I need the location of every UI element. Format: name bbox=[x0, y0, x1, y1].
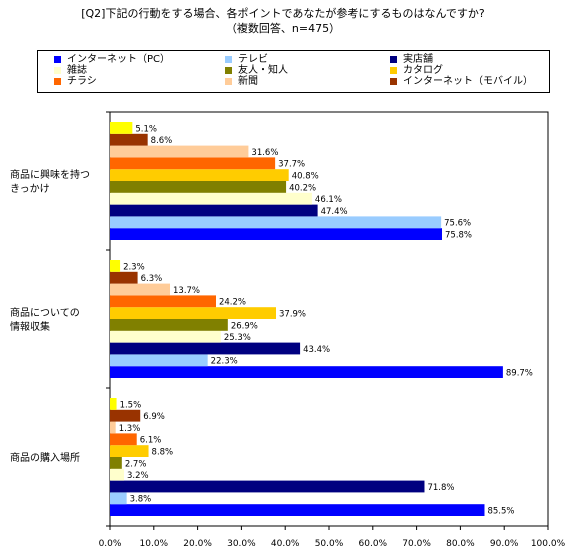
bar-value-label: 22.3% bbox=[211, 357, 238, 367]
bar bbox=[110, 122, 133, 134]
bar bbox=[110, 169, 289, 181]
bar bbox=[110, 433, 137, 446]
legend-swatch bbox=[225, 67, 232, 74]
bar bbox=[110, 295, 216, 308]
legend-swatch bbox=[225, 78, 232, 85]
bar-value-label: 71.8% bbox=[427, 483, 454, 493]
bar-value-label: 40.8% bbox=[292, 172, 319, 182]
bar bbox=[110, 457, 122, 469]
legend-swatch bbox=[54, 67, 61, 74]
legend-swatch bbox=[390, 56, 397, 63]
legend-swatch bbox=[225, 56, 232, 63]
bar-value-label: 40.2% bbox=[289, 183, 316, 193]
x-tick-label: 20.0% bbox=[183, 539, 212, 549]
bar bbox=[110, 421, 116, 434]
bar-value-label: 3.8% bbox=[130, 495, 152, 505]
legend-label: 実店舗 bbox=[403, 54, 433, 65]
bar bbox=[110, 260, 121, 272]
legend-label: テレビ bbox=[238, 54, 268, 65]
bar bbox=[110, 492, 127, 505]
bar-value-label: 8.6% bbox=[151, 136, 173, 146]
bar bbox=[110, 283, 171, 296]
legend-swatch bbox=[54, 56, 61, 63]
x-tick-label: 90.0% bbox=[490, 539, 519, 549]
bar-value-label: 24.2% bbox=[219, 298, 246, 308]
bar bbox=[110, 480, 425, 493]
bar-value-label: 75.6% bbox=[444, 219, 471, 229]
bar-value-label: 47.4% bbox=[321, 207, 348, 217]
x-tick-label: 60.0% bbox=[359, 539, 388, 549]
bar bbox=[110, 204, 318, 217]
x-tick-label: 10.0% bbox=[140, 539, 169, 549]
bar bbox=[110, 271, 138, 284]
legend-swatch bbox=[390, 78, 397, 85]
x-tick-label: 30.0% bbox=[227, 539, 256, 549]
bar-value-label: 89.7% bbox=[506, 369, 533, 379]
bar bbox=[110, 445, 149, 457]
chart-legend: インターネット（PC） テレビ 実店舗雑誌 友人・知人 カタログチラシ 新聞 インターネット… bbox=[37, 50, 550, 93]
bar-value-label: 25.3% bbox=[224, 333, 251, 343]
bar-value-label: 1.5% bbox=[120, 400, 142, 410]
legend-label: インターネット（PC） bbox=[67, 54, 171, 65]
x-tick-label: 100.0% bbox=[531, 539, 566, 549]
bar bbox=[110, 342, 301, 355]
bar bbox=[110, 192, 312, 205]
legend-label: カタログ bbox=[403, 65, 443, 76]
legend-label: 新聞 bbox=[238, 76, 258, 87]
bar bbox=[110, 504, 485, 516]
bar bbox=[110, 216, 442, 229]
category-label: 商品に興味を持つ bbox=[10, 168, 90, 181]
legend-label: チラシ bbox=[67, 76, 97, 87]
chart-title-line2: （複数回答、n=475） bbox=[225, 22, 341, 35]
bar-value-label: 6.9% bbox=[143, 412, 165, 422]
bar-value-label: 37.7% bbox=[278, 160, 305, 170]
bar-value-label: 46.1% bbox=[315, 195, 342, 205]
legend-swatch bbox=[54, 78, 61, 85]
bar-value-label: 8.8% bbox=[152, 448, 174, 458]
category-label: 商品の購入場所 bbox=[10, 451, 80, 464]
bar bbox=[110, 181, 287, 193]
bar bbox=[110, 354, 208, 367]
x-tick-label: 70.0% bbox=[402, 539, 431, 549]
bar-value-label: 26.9% bbox=[231, 321, 258, 331]
category-label: 情報収集 bbox=[10, 320, 50, 333]
x-tick-label: 0.0% bbox=[99, 539, 122, 549]
x-tick-label: 40.0% bbox=[271, 539, 300, 549]
bar-value-label: 43.4% bbox=[303, 345, 330, 355]
bar-value-label: 5.1% bbox=[135, 124, 157, 134]
bar bbox=[110, 228, 443, 240]
chart-title: [Q2]下記の行動をする場合、各ポイントであなたが参考にするものはなんですか? … bbox=[0, 6, 566, 36]
x-tick-label: 80.0% bbox=[446, 539, 475, 549]
bar-value-label: 75.8% bbox=[445, 231, 472, 241]
x-tick-label: 50.0% bbox=[315, 539, 344, 549]
bar-value-label: 37.9% bbox=[279, 310, 306, 320]
bar-value-label: 13.7% bbox=[173, 286, 200, 296]
bar bbox=[110, 409, 141, 422]
bar-value-label: 85.5% bbox=[487, 507, 514, 517]
bar-value-label: 6.3% bbox=[141, 274, 163, 284]
bar bbox=[110, 319, 228, 331]
legend-label: インターネット（モバイル） bbox=[403, 76, 533, 87]
bar-value-label: 31.6% bbox=[251, 148, 278, 158]
bar-value-label: 2.3% bbox=[123, 262, 145, 272]
bar-value-label: 3.2% bbox=[127, 471, 149, 481]
category-label: 商品についての bbox=[10, 306, 80, 319]
bar bbox=[110, 133, 148, 146]
bar bbox=[110, 398, 117, 410]
legend-label: 友人・知人 bbox=[238, 65, 288, 76]
legend-label: 雑誌 bbox=[67, 65, 87, 76]
category-label: きっかけ bbox=[10, 183, 50, 195]
bar bbox=[110, 366, 503, 378]
chart-title-line1: [Q2]下記の行動をする場合、各ポイントであなたが参考にするものはなんですか? bbox=[81, 7, 485, 20]
bar-value-label: 1.3% bbox=[119, 424, 141, 434]
bar bbox=[110, 145, 249, 158]
bar bbox=[110, 468, 125, 481]
bar-value-label: 2.7% bbox=[125, 459, 147, 469]
bar bbox=[110, 330, 221, 343]
legend-swatch bbox=[390, 67, 397, 74]
bar bbox=[110, 307, 277, 319]
bar-value-label: 6.1% bbox=[140, 436, 162, 446]
bar bbox=[110, 157, 276, 170]
